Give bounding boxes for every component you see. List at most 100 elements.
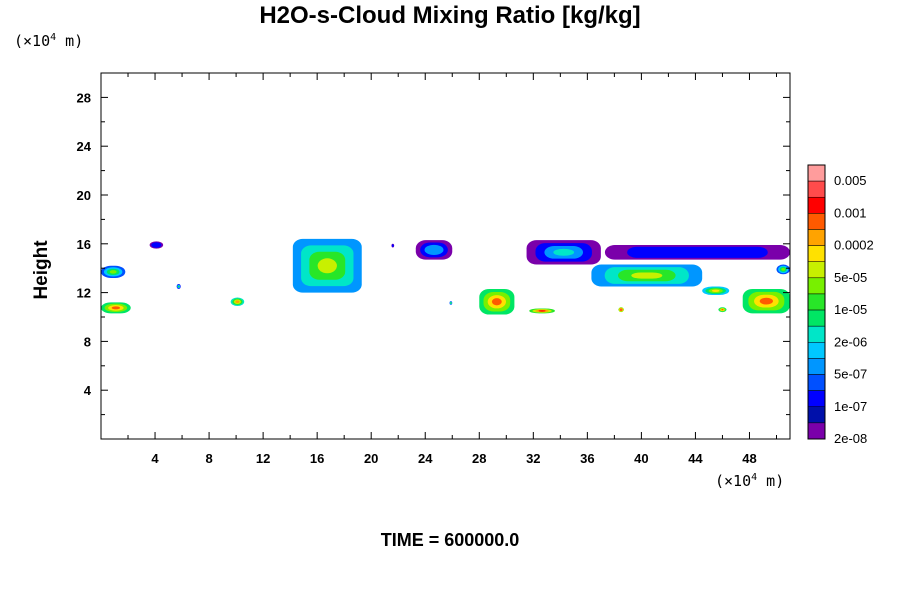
cloud-layer-band (711, 289, 720, 292)
cloud (176, 284, 181, 289)
colorbar-label: 1e-05 (834, 302, 867, 317)
colorbar-swatch (807, 261, 826, 279)
colorbar-swatch (807, 342, 826, 359)
cloud (604, 245, 790, 260)
y-tick-label: 24 (77, 139, 92, 154)
x-tick-label: 36 (580, 451, 594, 466)
colorbar-swatch (807, 196, 826, 214)
colorbar-swatch (807, 293, 826, 311)
x-tick-label: 8 (205, 451, 212, 466)
cloud-layer-band (450, 302, 452, 304)
cloud (702, 286, 730, 296)
cloud-layer-band (721, 308, 724, 311)
cloud (391, 243, 395, 248)
colorbar-label: 5e-07 (834, 367, 867, 382)
cloud (526, 240, 601, 265)
cloud (101, 302, 131, 314)
x-tick-label: 40 (634, 451, 648, 466)
colorbar-label: 0.001 (834, 205, 867, 220)
cloud (718, 307, 727, 313)
y-tick-label: 4 (84, 383, 92, 398)
x-axis-unit: (×104 m) (715, 472, 784, 490)
cloud-layer-band (151, 242, 162, 248)
cloud (776, 264, 790, 275)
colorbar-swatch (807, 358, 826, 375)
cloud (618, 307, 624, 313)
x-unit-suffix: m) (757, 472, 785, 490)
cloud (742, 288, 790, 314)
y-unit-suffix: m) (56, 32, 84, 50)
x-tick-label: 28 (472, 451, 486, 466)
x-tick-label: 4 (151, 451, 159, 466)
colorbar-swatch (807, 245, 826, 262)
cloud-layer-band (627, 246, 768, 258)
colorbar-label: 5e-05 (834, 270, 867, 285)
colorbar-label: 1e-07 (834, 399, 867, 414)
x-axis: 4 8 12 16 20 24 28 32 36 40 44 48 (127, 73, 777, 466)
cloud-layer-band (391, 244, 394, 248)
cloud-layer-band (620, 308, 622, 311)
colorbar: 0.005 0.001 0.0002 5e-05 1e-05 2e-06 5e-07 1e-0… (807, 164, 874, 446)
x-tick-label: 20 (364, 451, 378, 466)
colorbar-swatch (807, 406, 826, 424)
colorbar-swatch (807, 390, 826, 408)
y-unit-exponent: 4 (50, 32, 57, 43)
cloud-layer-band (424, 244, 444, 255)
colorbar-label: 2e-06 (834, 334, 867, 349)
x-tick-label: 24 (418, 451, 433, 466)
cloud (591, 264, 703, 287)
plot-frame (100, 72, 791, 440)
cloud (230, 297, 245, 307)
cloud (479, 288, 515, 315)
cloud (149, 241, 164, 249)
cloud-layer-band (781, 268, 786, 271)
cloud-layer-band (553, 248, 575, 256)
cloud-layer-band (538, 310, 546, 312)
cloud-layer-band (109, 270, 117, 274)
y-tick-label: 8 (84, 334, 91, 349)
cloud-layer-band (631, 272, 663, 279)
colorbar-label: 0.005 (834, 173, 867, 188)
cloud-layer-band (759, 297, 773, 305)
cloud-layer-band (491, 298, 502, 306)
cloud-field (101, 238, 790, 315)
y-tick-label: 16 (77, 237, 91, 252)
colorbar-swatch (807, 277, 826, 295)
y-axis-unit: (×104 m) (14, 32, 83, 50)
y-tick-label: 20 (77, 188, 91, 203)
cloud-layer-band (235, 300, 240, 303)
cloud (292, 238, 362, 293)
colorbar-label: 0.0002 (834, 238, 874, 253)
colorbar-swatch (807, 164, 826, 182)
cloud-layer-band (317, 258, 337, 274)
colorbar-swatch (807, 374, 826, 391)
colorbar-swatch (807, 309, 826, 327)
x-tick-label: 32 (526, 451, 540, 466)
y-tick-label: 12 (77, 286, 91, 301)
colorbar-swatch (807, 325, 826, 343)
colorbar-swatch (807, 229, 826, 246)
colorbar-label: 2e-08 (834, 431, 867, 446)
x-unit-exponent: 4 (751, 472, 758, 483)
colorbar-frame (807, 164, 826, 440)
x-tick-label: 48 (742, 451, 756, 466)
cloud (449, 301, 453, 305)
x-unit-prefix: (×10 (715, 472, 752, 490)
y-tick-label: 28 (77, 90, 91, 105)
cloud (101, 265, 126, 278)
y-unit-prefix: (×10 (14, 32, 51, 50)
x-tick-label: 16 (310, 451, 324, 466)
colorbar-swatch (807, 213, 826, 230)
cloud-layer-band (111, 306, 121, 310)
colorbar-swatch (807, 180, 826, 198)
colorbar-swatch (807, 422, 826, 440)
cloud-layer-band (178, 285, 180, 288)
cloud (415, 240, 453, 260)
time-label: TIME = 600000.0 (380, 530, 520, 550)
cloud (529, 308, 555, 314)
y-axis: 4 8 12 16 20 24 28 (77, 90, 790, 416)
x-tick-label: 44 (688, 451, 703, 466)
chart-title: H2O-s-Cloud Mixing Ratio [kg/kg] (259, 2, 641, 29)
x-tick-label: 12 (256, 451, 270, 466)
